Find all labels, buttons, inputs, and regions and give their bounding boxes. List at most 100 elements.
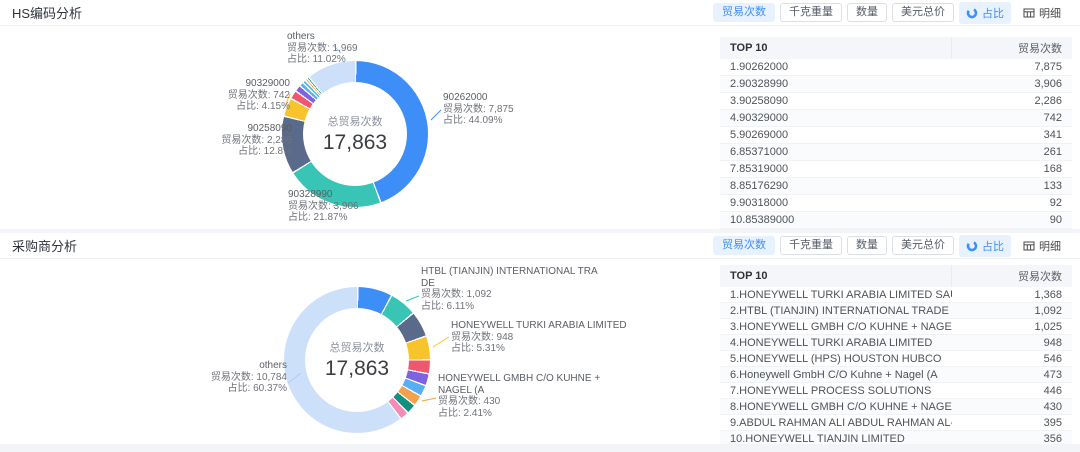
view-toggle-ratio[interactable]: 占比: [959, 234, 1011, 257]
chart-area: 总贸易次数 17,863 others 贸易次数: 1,969 占比: 11.0…: [0, 26, 1080, 229]
pie-label-honeywell-gmbh: HONEYWELL GMBH C/O KUHNE + NAGEL (A 贸易次数…: [438, 373, 601, 419]
metric-button-weight[interactable]: 千克重量: [780, 3, 842, 22]
row-value: 7,875: [1034, 61, 1062, 73]
metric-toolbar: 贸易次数 千克重量 数量 美元总价 占比 明细: [713, 1, 1068, 24]
table-row[interactable]: 4.90329000 742: [720, 110, 1072, 127]
pie-label-others: others 贸易次数: 10,784 占比: 60.37%: [210, 360, 287, 394]
row-value: 356: [1043, 432, 1062, 445]
table-header: TOP 10 贸易次数: [720, 37, 1072, 59]
center-label: 总贸易次数: [327, 116, 383, 128]
table-row[interactable]: 7.HONEYWELL PROCESS SOLUTIONS 446: [720, 383, 1072, 399]
table-row[interactable]: 10.85389000 90: [720, 212, 1072, 229]
row-value: 1,368: [1034, 288, 1062, 301]
donut-icon: [966, 7, 978, 19]
row-value: 2,286: [1034, 95, 1062, 107]
row-label: 9.90318000: [730, 197, 789, 209]
bottom-strip: [0, 444, 1080, 452]
row-value: 395: [1043, 416, 1062, 429]
table-row[interactable]: 4.HONEYWELL TURKI ARABIA LIMITED 948: [720, 335, 1072, 351]
row-value: 133: [1043, 180, 1062, 192]
pie-label-90258090: 90258090 贸易次数: 2,286 占比: 12.8%: [221, 123, 292, 157]
table-row[interactable]: 2.90328990 3,906: [720, 76, 1072, 93]
table-row[interactable]: 2.HTBL (TIANJIN) INTERNATIONAL TRADE 1,09…: [720, 303, 1072, 319]
donut-center: 总贸易次数 17,863: [305, 308, 409, 412]
table-row[interactable]: 7.85319000 168: [720, 161, 1072, 178]
table-row[interactable]: 6.85371000 261: [720, 144, 1072, 161]
table-row[interactable]: 5.90269000 341: [720, 127, 1072, 144]
panel-header: 采购商分析 贸易次数 千克重量 数量 美元总价 占比 明细: [0, 233, 1080, 259]
pie-label-90328990: 90328990 贸易次数: 3,906 占比: 21.87%: [288, 189, 359, 223]
view-toggle-ratio[interactable]: 占比: [959, 1, 1011, 24]
page-title: 采购商分析: [12, 239, 78, 254]
row-value: 430: [1043, 400, 1062, 413]
top10-table: TOP 10 贸易次数 1.HONEYWELL TURKI ARABIA LIM…: [720, 265, 1072, 447]
row-label: 10.85389000: [730, 214, 795, 226]
metric-button-usd-total[interactable]: 美元总价: [892, 236, 954, 255]
row-value: 1,025: [1034, 320, 1062, 333]
row-label: 8.HONEYWELL GMBH C/O KUHNE + NAGEL (A: [730, 400, 952, 413]
pie-label-90262000: 90262000 贸易次数: 7,875 占比: 44.09%: [443, 92, 514, 126]
panel-hs-code-analysis: HS编码分析 贸易次数 千克重量 数量 美元总价 占比 明细 总贸易次数 17,…: [0, 0, 1080, 229]
row-label: 2.90328990: [730, 78, 789, 90]
table-row[interactable]: 8.85176290 133: [720, 178, 1072, 195]
row-label: 9.ABDUL RAHMAN ALI ABDUL RAHMAN AL-TU: [730, 416, 952, 429]
row-label: 5.HONEYWELL (HPS) HOUSTON HUBCO: [730, 352, 942, 365]
table-row[interactable]: 3.HONEYWELL GMBH C/O KUHNE + NAGEL 1,025: [720, 319, 1072, 335]
panel-header: HS编码分析 贸易次数 千克重量 数量 美元总价 占比 明细: [0, 0, 1080, 26]
row-value: 473: [1043, 368, 1062, 381]
metric-button-trades[interactable]: 贸易次数: [713, 3, 775, 22]
metric-button-trades[interactable]: 贸易次数: [713, 236, 775, 255]
table-body: 1.HONEYWELL TURKI ARABIA LIMITED SAUD 1,3…: [720, 287, 1072, 447]
pie-label-others: others 贸易次数: 1,969 占比: 11.02%: [287, 31, 358, 65]
row-label: 8.85176290: [730, 180, 789, 192]
row-label: 10.HONEYWELL TIANJIN LIMITED: [730, 432, 905, 445]
metric-button-quantity[interactable]: 数量: [847, 236, 887, 255]
view-toggle-detail[interactable]: 明细: [1016, 235, 1068, 257]
table-row[interactable]: 5.HONEYWELL (HPS) HOUSTON HUBCO 546: [720, 351, 1072, 367]
row-label: 4.HONEYWELL TURKI ARABIA LIMITED: [730, 336, 933, 349]
pie-label-honeywell-turki: HONEYWELL TURKI ARABIA LIMITED 贸易次数: 948…: [451, 320, 627, 354]
row-value: 3,906: [1034, 78, 1062, 90]
donut-icon: [966, 240, 978, 252]
table-row[interactable]: 9.90318000 92: [720, 195, 1072, 212]
row-value: 90: [1049, 214, 1062, 226]
row-label: 2.HTBL (TIANJIN) INTERNATIONAL TRADE: [730, 304, 949, 317]
row-value: 742: [1043, 112, 1062, 124]
row-label: 1.90262000: [730, 61, 789, 73]
table-body: 1.90262000 7,875 2.90328990 3,906 3.90258090…: [720, 59, 1072, 229]
row-value: 168: [1043, 163, 1062, 175]
row-label: 3.HONEYWELL GMBH C/O KUHNE + NAGEL: [730, 320, 952, 333]
metric-button-usd-total[interactable]: 美元总价: [892, 3, 954, 22]
view-toggle-detail[interactable]: 明细: [1016, 2, 1068, 24]
panel-divider: [0, 229, 1080, 233]
row-label: 1.HONEYWELL TURKI ARABIA LIMITED SAUD: [730, 288, 952, 301]
table-row[interactable]: 8.HONEYWELL GMBH C/O KUHNE + NAGEL (A 430: [720, 399, 1072, 415]
row-value: 261: [1043, 146, 1062, 158]
row-value: 92: [1049, 197, 1062, 209]
table-row[interactable]: 1.90262000 7,875: [720, 59, 1072, 76]
table-header-top10: TOP 10: [730, 42, 768, 54]
table-grid-icon: [1023, 240, 1035, 252]
row-label: 7.85319000: [730, 163, 789, 175]
center-value: 17,863: [322, 131, 388, 154]
table-row[interactable]: 9.ABDUL RAHMAN ALI ABDUL RAHMAN AL-TU 395: [720, 415, 1072, 431]
row-label: 7.HONEYWELL PROCESS SOLUTIONS: [730, 384, 932, 397]
table-row[interactable]: 6.Honeywell GmbH C/O Kuhne + Nagel (A 473: [720, 367, 1072, 383]
row-value: 948: [1043, 336, 1062, 349]
top10-table: TOP 10 贸易次数 1.90262000 7,875 2.90328990 3,9…: [720, 37, 1072, 229]
table-header-trades: 贸易次数: [951, 37, 1072, 59]
chart-area: 总贸易次数 17,863 HTBL (TIANJIN) INTERNATIONA…: [0, 259, 1080, 447]
page-title: HS编码分析: [12, 6, 83, 21]
row-value: 546: [1043, 352, 1062, 365]
table-row[interactable]: 1.HONEYWELL TURKI ARABIA LIMITED SAUD 1,3…: [720, 287, 1072, 303]
metric-button-quantity[interactable]: 数量: [847, 3, 887, 22]
table-header-trades: 贸易次数: [951, 265, 1072, 287]
donut-center: 总贸易次数 17,863: [303, 82, 407, 186]
table-row[interactable]: 3.90258090 2,286: [720, 93, 1072, 110]
pie-label-90329000: 90329000 贸易次数: 742 占比: 4.15%: [227, 78, 290, 112]
table-header-top10: TOP 10: [730, 270, 768, 282]
row-label: 5.90269000: [730, 129, 789, 141]
row-value: 446: [1043, 384, 1062, 397]
row-label: 6.Honeywell GmbH C/O Kuhne + Nagel (A: [730, 368, 938, 381]
metric-button-weight[interactable]: 千克重量: [780, 236, 842, 255]
